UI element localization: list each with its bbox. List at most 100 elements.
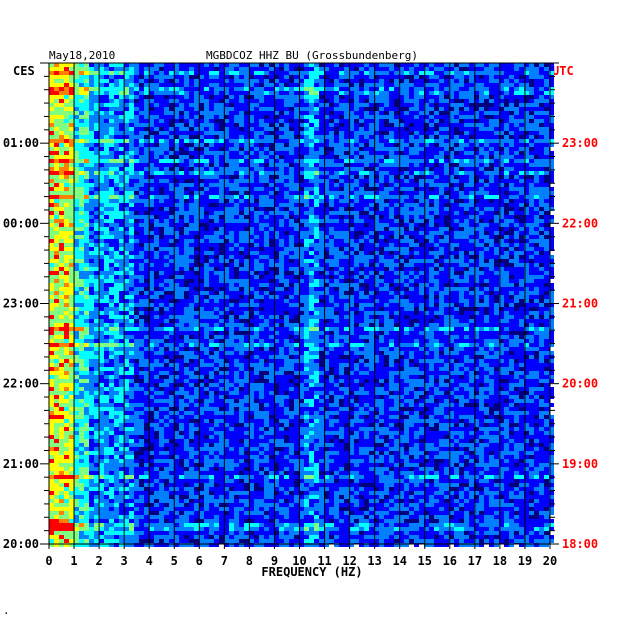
- spectral-cell: [194, 243, 199, 247]
- spectral-cell: [319, 247, 324, 251]
- spectral-cell: [499, 219, 504, 223]
- spectral-cell: [384, 91, 389, 95]
- spectral-cell: [324, 275, 329, 279]
- spectral-cell: [509, 87, 514, 91]
- spectral-cell: [114, 223, 119, 227]
- spectral-cell: [114, 251, 119, 255]
- spectral-cell: [474, 67, 479, 71]
- spectral-cell: [334, 275, 339, 279]
- spectral-cell: [184, 139, 189, 143]
- spectral-cell: [114, 271, 119, 275]
- spectral-cell: [349, 179, 354, 183]
- spectral-cell: [354, 91, 359, 95]
- spectral-cell: [409, 91, 414, 95]
- spectral-cell: [104, 215, 109, 219]
- spectral-cell: [164, 267, 169, 271]
- spectral-cell: [274, 155, 279, 159]
- spectral-cell: [529, 179, 534, 183]
- spectral-cell: [254, 127, 259, 131]
- spectral-cell: [514, 143, 519, 147]
- spectral-cell: [249, 91, 254, 95]
- spectral-cell: [464, 163, 469, 167]
- spectral-cell: [324, 259, 329, 263]
- spectral-cell: [219, 87, 224, 91]
- spectral-cell: [464, 279, 469, 283]
- spectral-cell: [469, 71, 474, 75]
- spectral-cell: [124, 243, 129, 247]
- spectral-cell: [549, 207, 554, 211]
- spectral-cell: [364, 259, 369, 263]
- spectral-cell: [454, 251, 459, 255]
- spectral-cell: [279, 79, 284, 83]
- spectral-cell: [279, 223, 284, 227]
- spectral-cell: [509, 123, 514, 127]
- spectral-cell: [324, 243, 329, 247]
- spectral-cell: [144, 103, 149, 107]
- spectral-cell: [99, 167, 104, 171]
- spectral-cell: [289, 91, 294, 95]
- spectral-cell: [539, 95, 544, 99]
- spectral-cell: [514, 91, 519, 95]
- spectral-cell: [479, 135, 484, 139]
- spectral-cell: [414, 191, 419, 195]
- spectral-cell: [54, 107, 59, 111]
- spectral-cell: [169, 215, 174, 219]
- spectral-cell: [439, 163, 444, 167]
- spectral-cell: [514, 227, 519, 231]
- spectral-cell: [419, 179, 424, 183]
- spectral-cell: [504, 199, 509, 203]
- spectral-cell: [359, 255, 364, 259]
- spectral-cell: [399, 95, 404, 99]
- spectral-cell: [174, 75, 179, 79]
- spectral-cell: [509, 95, 514, 99]
- spectral-cell: [314, 195, 319, 199]
- spectral-cell: [489, 195, 494, 199]
- spectral-cell: [269, 67, 274, 71]
- spectral-cell: [149, 267, 154, 271]
- spectral-cell: [224, 235, 229, 239]
- spectral-cell: [484, 183, 489, 187]
- spectral-cell: [104, 227, 109, 231]
- spectral-cell: [279, 251, 284, 255]
- spectral-cell: [224, 151, 229, 155]
- spectral-cell: [154, 239, 159, 243]
- spectral-cell: [159, 135, 164, 139]
- spectral-cell: [84, 119, 89, 123]
- spectral-cell: [144, 163, 149, 167]
- spectral-cell: [439, 183, 444, 187]
- spectral-cell: [459, 247, 464, 251]
- spectral-cell: [69, 219, 74, 223]
- spectral-cell: [379, 155, 384, 159]
- spectral-cell: [464, 207, 469, 211]
- spectral-cell: [339, 179, 344, 183]
- spectral-cell: [279, 211, 284, 215]
- spectral-cell: [199, 167, 204, 171]
- spectral-cell: [449, 155, 454, 159]
- spectral-cell: [339, 147, 344, 151]
- spectral-cell: [264, 131, 269, 135]
- spectral-cell: [259, 119, 264, 123]
- spectral-cell: [504, 127, 509, 131]
- spectral-cell: [59, 75, 64, 79]
- spectral-cell: [444, 91, 449, 95]
- spectral-cell: [329, 139, 334, 143]
- spectral-cell: [74, 263, 79, 267]
- spectral-cell: [79, 183, 84, 187]
- spectral-cell: [509, 219, 514, 223]
- spectral-cell: [319, 183, 324, 187]
- spectral-cell: [214, 263, 219, 267]
- spectral-cell: [359, 187, 364, 191]
- spectral-cell: [369, 231, 374, 235]
- spectral-cell: [314, 175, 319, 179]
- spectral-cell: [154, 227, 159, 231]
- spectral-cell: [299, 123, 304, 127]
- spectral-cell: [529, 103, 534, 107]
- spectral-cell: [124, 231, 129, 235]
- spectral-cell: [69, 147, 74, 151]
- spectral-cell: [54, 195, 59, 199]
- spectral-cell: [129, 195, 134, 199]
- spectral-cell: [309, 83, 314, 87]
- spectral-cell: [249, 163, 254, 167]
- spectral-cell: [179, 139, 184, 143]
- spectral-cell: [189, 231, 194, 235]
